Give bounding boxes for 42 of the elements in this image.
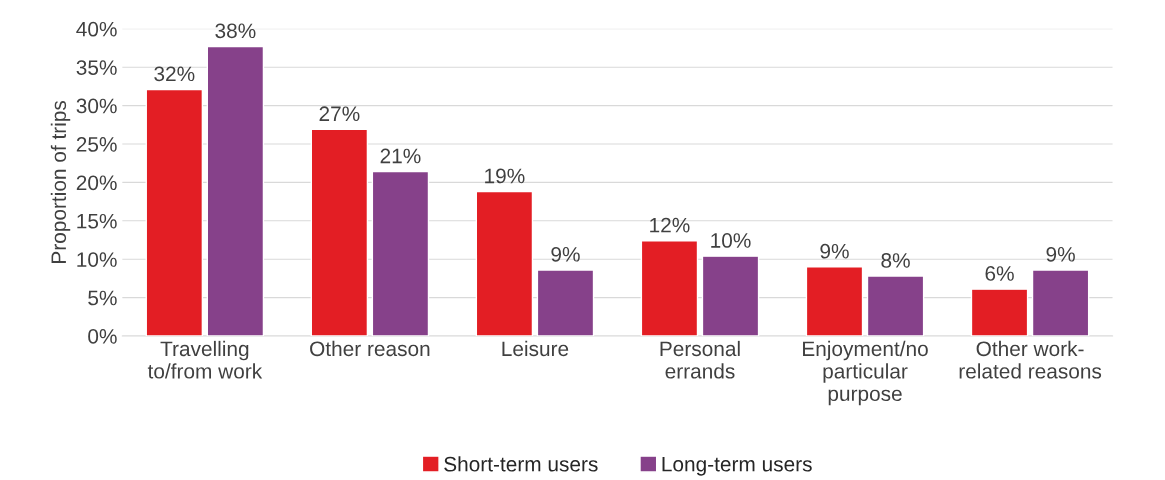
- bar: [701, 255, 760, 336]
- y-tick-label: 20%: [76, 175, 117, 191]
- bar: [970, 288, 1029, 336]
- data-label: 9%: [551, 246, 580, 262]
- y-tick-label: 35%: [76, 60, 117, 75]
- x-tick-label: Other reason: [310, 340, 430, 357]
- bar: [310, 128, 369, 336]
- y-tick-label: 40%: [76, 21, 117, 37]
- data-label: 10%: [711, 233, 751, 248]
- data-label: 21%: [380, 148, 421, 164]
- bar: [206, 45, 265, 336]
- bar: [805, 266, 864, 336]
- x-tick-label: Travelling to/from work: [147, 340, 263, 379]
- bar: [1031, 269, 1090, 336]
- x-tick-label: Personal errands: [660, 340, 740, 379]
- data-label: 6%: [985, 266, 1014, 281]
- data-label: 9%: [820, 243, 849, 259]
- data-label: 38%: [215, 23, 256, 39]
- bar: [866, 275, 925, 336]
- bar: [475, 190, 534, 336]
- x-tick-label: Enjoyment/no particular purpose: [803, 340, 928, 406]
- data-label: 12%: [650, 217, 690, 233]
- x-tick-label: Other work- related reasons: [959, 340, 1102, 379]
- y-tick-label: 15%: [77, 213, 117, 229]
- legend-label: Long-term users: [662, 457, 812, 476]
- data-label: 8%: [881, 253, 910, 268]
- y-axis-title: Proportion of trips: [50, 100, 71, 263]
- data-label: 9%: [1046, 246, 1075, 262]
- bar: [371, 170, 430, 336]
- bar: [640, 240, 699, 336]
- legend-label: Short-term users: [444, 456, 598, 472]
- bar: [536, 269, 595, 336]
- y-tick-label: 25%: [76, 137, 117, 152]
- bar: [145, 88, 204, 336]
- y-tick-label: 5%: [88, 290, 117, 306]
- x-tick-label: Leisure: [502, 340, 569, 357]
- data-label: 32%: [154, 66, 195, 82]
- data-label: 19%: [485, 168, 525, 184]
- y-tick-label: 30%: [76, 98, 117, 114]
- data-label: 27%: [319, 106, 360, 122]
- y-tick-label: 10%: [77, 252, 117, 267]
- y-tick-label: 0%: [88, 329, 117, 344]
